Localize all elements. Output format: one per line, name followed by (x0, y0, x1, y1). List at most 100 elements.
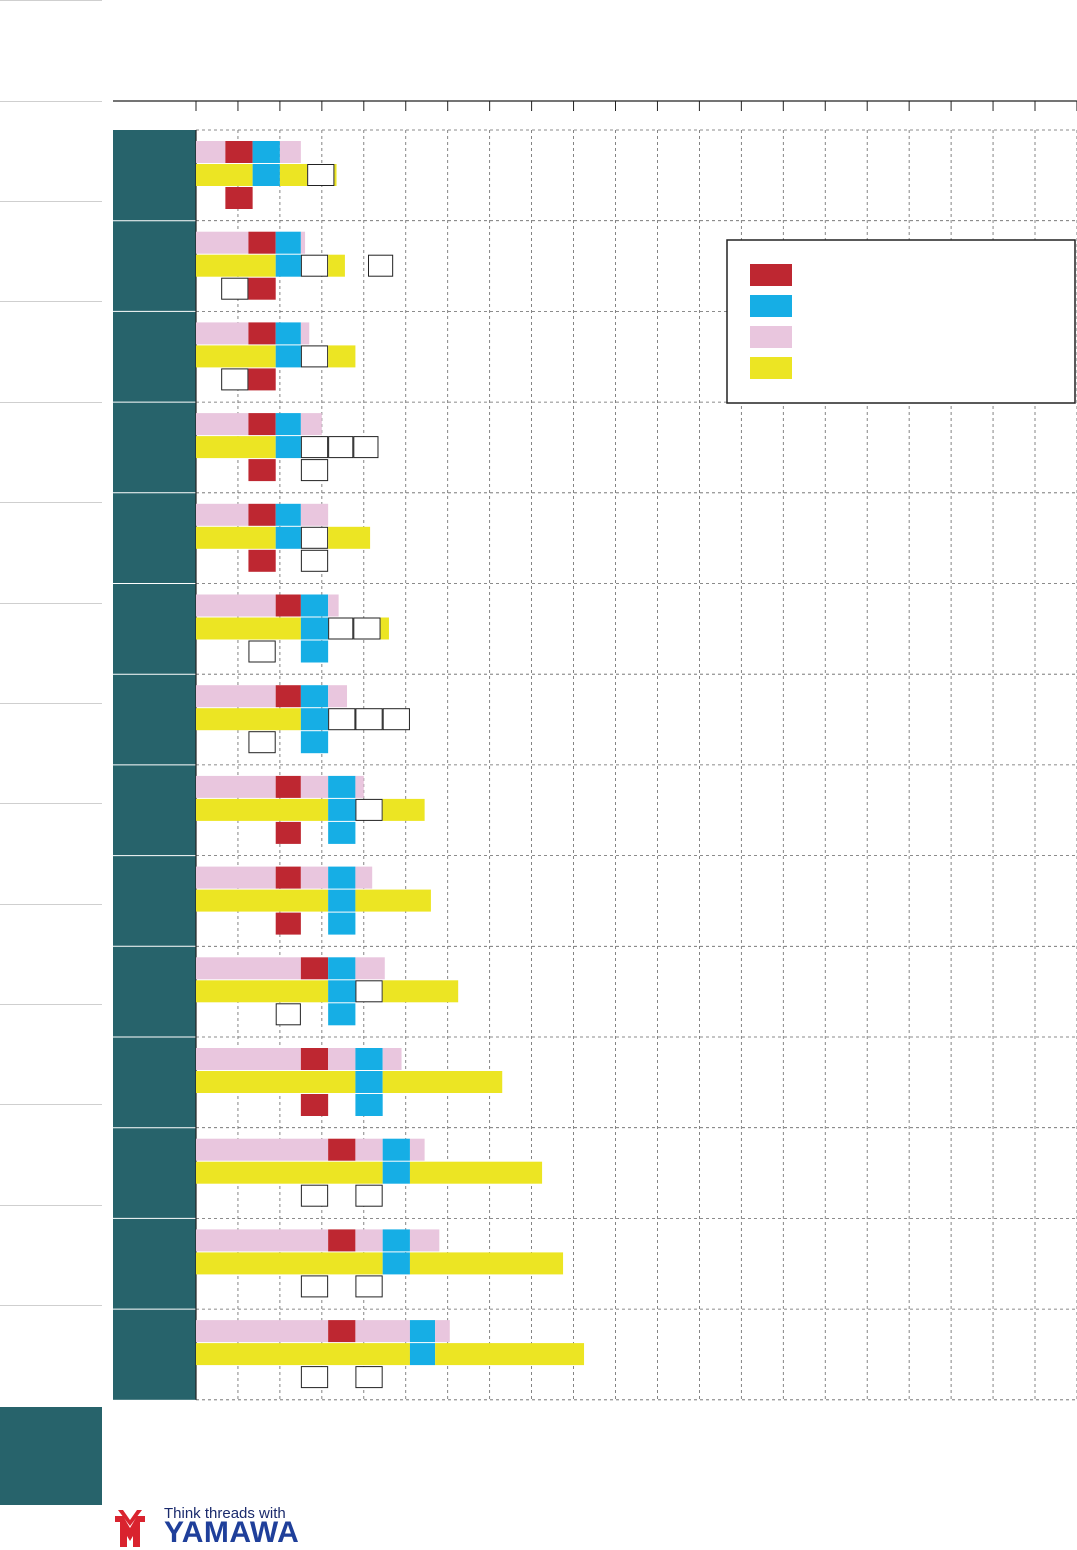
bar-empty-box (300, 526, 329, 549)
bar-blue (275, 254, 301, 277)
bar-blue (275, 345, 301, 368)
side-rule (0, 803, 102, 804)
bar-empty-box (355, 1184, 383, 1207)
bar-blue (382, 1229, 410, 1252)
bar-pink (196, 1320, 329, 1343)
bar-red (275, 821, 301, 844)
logo-brand: YAMAWA (164, 1516, 300, 1549)
bar-empty-box (328, 617, 354, 640)
bar-yellow (435, 1343, 585, 1366)
bar-empty-box (328, 436, 354, 459)
legend-swatch-yellow (750, 357, 792, 379)
side-tab-block (0, 1407, 102, 1505)
bar-pink (300, 503, 329, 526)
bar-yellow (196, 798, 329, 821)
bar-yellow (196, 1071, 356, 1093)
bar-red (225, 141, 253, 163)
bar-blue (409, 1320, 436, 1343)
bar-yellow (196, 254, 276, 277)
bar-blue (328, 866, 356, 889)
bar-blue (328, 821, 356, 844)
bar-pink (355, 866, 373, 889)
bar-red (275, 775, 301, 798)
bar-yellow (279, 164, 308, 186)
bar-yellow (382, 1071, 503, 1093)
bar-empty-box (355, 708, 383, 731)
bar-yellow (196, 617, 301, 640)
bar-red (225, 187, 253, 209)
bar-pink (196, 1138, 329, 1161)
bar-yellow (409, 1252, 564, 1275)
yamawa-logo-icon (115, 1510, 145, 1547)
bar-yellow (196, 526, 276, 549)
bar-empty-box (221, 277, 249, 300)
bar-pink (196, 503, 249, 526)
bar-pink (328, 1048, 356, 1070)
legend-swatch-pink (750, 326, 792, 348)
bar-empty-box (367, 254, 394, 277)
bar-blue (355, 1094, 383, 1116)
side-rule (0, 1305, 102, 1306)
bar-pink (300, 775, 329, 798)
bar-yellow (382, 980, 459, 1003)
bar-empty-box (328, 708, 356, 731)
bar-pink (300, 413, 322, 436)
bar-red (328, 1320, 356, 1343)
bar-blue (275, 526, 301, 549)
bar-pink (196, 413, 249, 436)
bar-empty-box (355, 798, 383, 821)
bar-pink (196, 141, 226, 163)
bar-blue (355, 1071, 383, 1093)
bar-pink (435, 1320, 450, 1343)
bar-blue (328, 1003, 356, 1026)
bar-empty-box (355, 980, 383, 1003)
bar-blue (252, 141, 280, 163)
side-rule (0, 0, 102, 1)
bar-blue (328, 798, 356, 821)
bar-empty-box (300, 254, 329, 277)
bar-red (248, 549, 276, 572)
bar-pink (279, 141, 301, 163)
bar-pink (355, 775, 364, 798)
bar-empty-box (355, 1366, 383, 1389)
bar-yellow (196, 1343, 410, 1366)
bar-blue (275, 231, 301, 254)
bar-empty-box (221, 368, 249, 391)
bar-pink (300, 866, 329, 889)
bar-blue (328, 775, 356, 798)
bar-empty-box (307, 164, 335, 186)
bar-yellow (196, 345, 276, 368)
bar-chart (113, 100, 1077, 1401)
bar-red (275, 594, 301, 617)
bar-yellow (196, 164, 253, 186)
side-rule (0, 904, 102, 905)
side-rule (0, 101, 102, 102)
bar-blue (300, 640, 329, 663)
bar-red (300, 957, 329, 980)
bar-pink (328, 685, 348, 708)
bar-empty-box (300, 1275, 329, 1298)
bar-blue (382, 1161, 410, 1184)
side-rule (0, 603, 102, 604)
bar-red (275, 912, 301, 935)
bar-red (300, 1048, 329, 1070)
side-rule (0, 1205, 102, 1206)
bar-empty-box (353, 436, 379, 459)
bar-pink (196, 957, 301, 980)
bar-yellow (409, 1161, 543, 1184)
bar-yellow (196, 980, 329, 1003)
bar-empty-box (300, 345, 329, 368)
bar-blue (409, 1343, 436, 1366)
bar-empty-box (248, 731, 276, 754)
side-rule (0, 301, 102, 302)
bar-blue (382, 1138, 410, 1161)
bar-red (328, 1138, 356, 1161)
side-rule (0, 502, 102, 503)
bar-yellow (382, 798, 425, 821)
bar-pink (196, 322, 249, 345)
bar-blue (300, 685, 329, 708)
bar-empty-box (300, 1184, 329, 1207)
bar-blue (355, 1048, 383, 1070)
bar-pink (196, 594, 276, 617)
bar-blue (300, 731, 329, 754)
